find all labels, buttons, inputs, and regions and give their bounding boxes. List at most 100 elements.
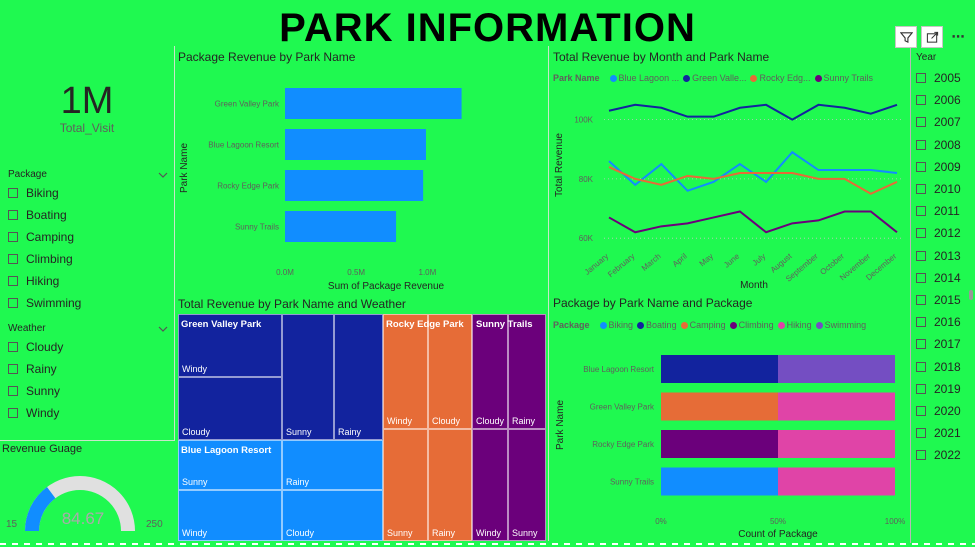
year-option-2005[interactable]: 2005 xyxy=(916,67,974,89)
y-tick-label: 100K xyxy=(574,116,593,125)
legend-item[interactable]: Green Valle... xyxy=(692,73,747,83)
package-revenue-bar-chart[interactable]: Green Valley Park Blue Lagoon Resort Rocky… xyxy=(175,48,545,293)
year-option-label: 2021 xyxy=(934,426,961,441)
checkbox[interactable] xyxy=(8,232,18,242)
legend-item[interactable]: Camping xyxy=(689,320,726,330)
year-option-2021[interactable]: 2021 xyxy=(916,422,974,444)
treemap-tile[interactable]: Sunny xyxy=(282,314,334,440)
treemap-tile[interactable]: Sunny xyxy=(508,429,546,541)
tile-label: Sunny xyxy=(387,528,413,538)
package-option-hiking[interactable]: Hiking xyxy=(8,270,168,292)
gauge-value: 84.67 xyxy=(61,509,105,528)
treemap-tile[interactable]: Rainy xyxy=(282,440,383,490)
checkbox[interactable] xyxy=(916,428,926,439)
checkbox[interactable] xyxy=(916,450,926,461)
year-option-label: 2014 xyxy=(934,270,961,285)
treemap-tile[interactable]: Cloudy xyxy=(178,377,282,440)
year-option-2007[interactable]: 2007 xyxy=(916,111,974,133)
checkbox[interactable] xyxy=(8,364,18,374)
package-option-swimming[interactable]: Swimming xyxy=(8,292,168,314)
checkbox[interactable] xyxy=(916,228,926,239)
year-option-2018[interactable]: 2018 xyxy=(916,355,974,377)
checkbox[interactable] xyxy=(916,339,926,350)
legend-item[interactable]: Swimming xyxy=(824,320,867,330)
year-option-2010[interactable]: 2010 xyxy=(916,178,974,200)
legend-item[interactable]: Blue Lagoon ... xyxy=(618,73,680,83)
checkbox[interactable] xyxy=(916,206,926,217)
year-option-2013[interactable]: 2013 xyxy=(916,245,974,267)
package-option-label: Swimming xyxy=(26,296,82,310)
more-options-icon[interactable]: ⋯ xyxy=(951,29,965,44)
year-option-2019[interactable]: 2019 xyxy=(916,378,974,400)
checkbox[interactable] xyxy=(916,361,926,372)
year-option-2011[interactable]: 2011 xyxy=(916,200,974,222)
checkbox[interactable] xyxy=(8,210,18,220)
checkbox[interactable] xyxy=(8,386,18,396)
treemap-tile[interactable]: Windy xyxy=(383,314,428,429)
treemap-tile[interactable]: Rainy xyxy=(508,314,546,429)
package-option-label: Boating xyxy=(26,208,67,222)
package-option-biking[interactable]: Biking xyxy=(8,182,168,204)
year-option-2009[interactable]: 2009 xyxy=(916,156,974,178)
year-option-2016[interactable]: 2016 xyxy=(916,311,974,333)
weather-option-rainy[interactable]: Rainy xyxy=(8,358,168,380)
checkbox[interactable] xyxy=(916,95,926,106)
checkbox[interactable] xyxy=(916,383,926,394)
package-option-boating[interactable]: Boating xyxy=(8,204,168,226)
treemap-tile[interactable]: Cloudy xyxy=(282,490,383,541)
year-option-2008[interactable]: 2008 xyxy=(916,134,974,156)
package-option-camping[interactable]: Camping xyxy=(8,226,168,248)
package-option-climbing[interactable]: Climbing xyxy=(8,248,168,270)
legend-item[interactable]: Sunny Trails xyxy=(823,73,874,83)
treemap-tile[interactable]: Cloudy xyxy=(472,314,508,429)
checkbox[interactable] xyxy=(916,294,926,305)
treemap-tile[interactable]: Rainy xyxy=(334,314,383,440)
checkbox[interactable] xyxy=(916,117,926,128)
checkbox[interactable] xyxy=(916,317,926,328)
checkbox[interactable] xyxy=(916,405,926,416)
weather-option-sunny[interactable]: Sunny xyxy=(8,380,168,402)
year-option-2020[interactable]: 2020 xyxy=(916,400,974,422)
checkbox[interactable] xyxy=(8,298,18,308)
checkbox[interactable] xyxy=(916,139,926,150)
treemap-tile[interactable]: Windy xyxy=(178,490,282,541)
treemap-tile[interactable]: Windy xyxy=(178,314,282,377)
legend-item[interactable]: Climbing xyxy=(738,320,774,330)
package-stacked-bar-chart[interactable]: Blue Lagoon Resort Green Valley Park Rocky… xyxy=(549,335,909,545)
checkbox[interactable] xyxy=(916,184,926,195)
checkbox[interactable] xyxy=(8,188,18,198)
legend-item[interactable]: Biking xyxy=(608,320,634,330)
year-option-2006[interactable]: 2006 xyxy=(916,89,974,111)
filter-icon[interactable] xyxy=(895,26,917,48)
year-option-2022[interactable]: 2022 xyxy=(916,444,974,466)
treemap-group-label: Sunny Trails xyxy=(476,319,533,330)
weather-option-windy[interactable]: Windy xyxy=(8,402,168,424)
treemap-tile[interactable]: Sunny xyxy=(383,429,428,541)
legend-item[interactable]: Boating xyxy=(646,320,677,330)
checkbox[interactable] xyxy=(916,161,926,172)
year-option-2012[interactable]: 2012 xyxy=(916,222,974,244)
year-option-2017[interactable]: 2017 xyxy=(916,333,974,355)
chevron-down-icon[interactable] xyxy=(158,165,168,183)
checkbox[interactable] xyxy=(916,250,926,261)
year-option-2014[interactable]: 2014 xyxy=(916,267,974,289)
legend-item[interactable]: Rocky Edg... xyxy=(759,73,811,83)
treemap-tile[interactable]: Sunny xyxy=(178,440,282,490)
treemap-tile[interactable]: Rainy xyxy=(428,429,472,541)
year-option-2015[interactable]: 2015 xyxy=(916,289,974,311)
focus-mode-icon[interactable] xyxy=(921,26,943,48)
checkbox[interactable] xyxy=(8,408,18,418)
checkbox[interactable] xyxy=(8,276,18,286)
checkbox[interactable] xyxy=(8,254,18,264)
treemap-tile[interactable]: Cloudy xyxy=(428,314,472,429)
revenue-treemap[interactable]: Windy Cloudy Sunny Rainy Sunny Windy Rainy Clou… xyxy=(178,314,546,541)
chevron-down-icon[interactable] xyxy=(158,319,168,337)
weather-option-cloudy[interactable]: Cloudy xyxy=(8,336,168,358)
scrollbar[interactable] xyxy=(969,290,973,300)
checkbox[interactable] xyxy=(8,342,18,352)
checkbox[interactable] xyxy=(916,73,926,84)
checkbox[interactable] xyxy=(916,272,926,283)
legend-item[interactable]: Hiking xyxy=(786,320,812,330)
treemap-tile[interactable]: Windy xyxy=(472,429,508,541)
